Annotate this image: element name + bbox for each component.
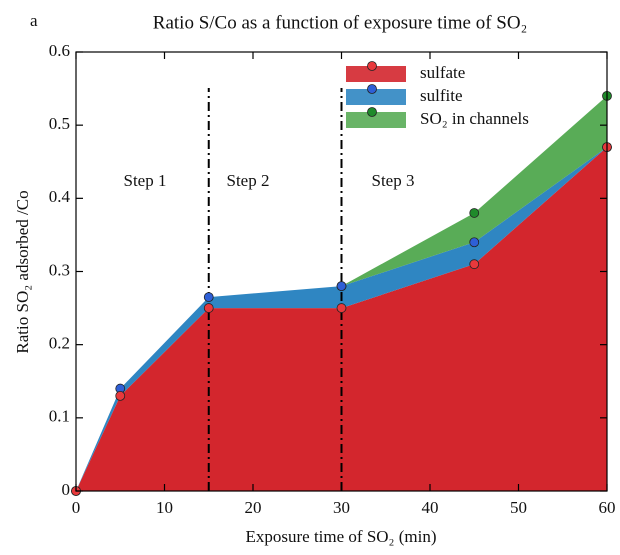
x-tick-label: 20 <box>245 498 262 517</box>
marker <box>203 303 214 313</box>
y-tick-label: 0.5 <box>49 114 70 133</box>
annotation: Step 2 <box>227 171 270 190</box>
y-tick-label: 0.1 <box>49 407 70 426</box>
chart-title: Ratio S/Co as a function of exposure tim… <box>153 12 527 33</box>
x-tick-label: 10 <box>156 498 173 517</box>
legend-marker <box>367 107 377 117</box>
x-tick-label: 50 <box>510 498 527 517</box>
legend-label: sulfite <box>420 86 463 105</box>
marker <box>469 259 480 270</box>
legend-label: sulfate <box>420 63 465 82</box>
marker <box>336 303 347 313</box>
x-tick-label: 40 <box>422 498 439 517</box>
x-tick-label: 0 <box>72 498 81 517</box>
y-tick-label: 0.2 <box>49 334 70 353</box>
x-axis-label: Exposure time of SO₂ (min) <box>245 527 436 546</box>
legend-swatch <box>346 112 406 128</box>
legend-marker <box>367 61 377 71</box>
x-tick-label: 30 <box>333 498 350 517</box>
marker <box>469 208 480 218</box>
legend-swatch <box>346 66 406 82</box>
y-axis-label: Ratio SO₂ adsorbed /Co <box>13 190 32 353</box>
legend-label: SO₂ in channels <box>420 109 529 128</box>
x-tick-label: 60 <box>599 498 616 517</box>
annotation: Step 3 <box>372 171 415 190</box>
marker <box>336 281 347 292</box>
marker <box>203 292 214 303</box>
legend-marker <box>367 84 377 94</box>
y-tick-label: 0.6 <box>49 41 70 60</box>
y-tick-label: 0 <box>62 480 71 499</box>
legend-swatch <box>346 89 406 105</box>
y-tick-label: 0.3 <box>49 260 70 279</box>
annotation: Step 1 <box>124 171 167 190</box>
marker <box>115 390 126 401</box>
marker <box>469 237 480 248</box>
y-tick-label: 0.4 <box>49 187 71 206</box>
panel-label: a <box>30 11 38 30</box>
